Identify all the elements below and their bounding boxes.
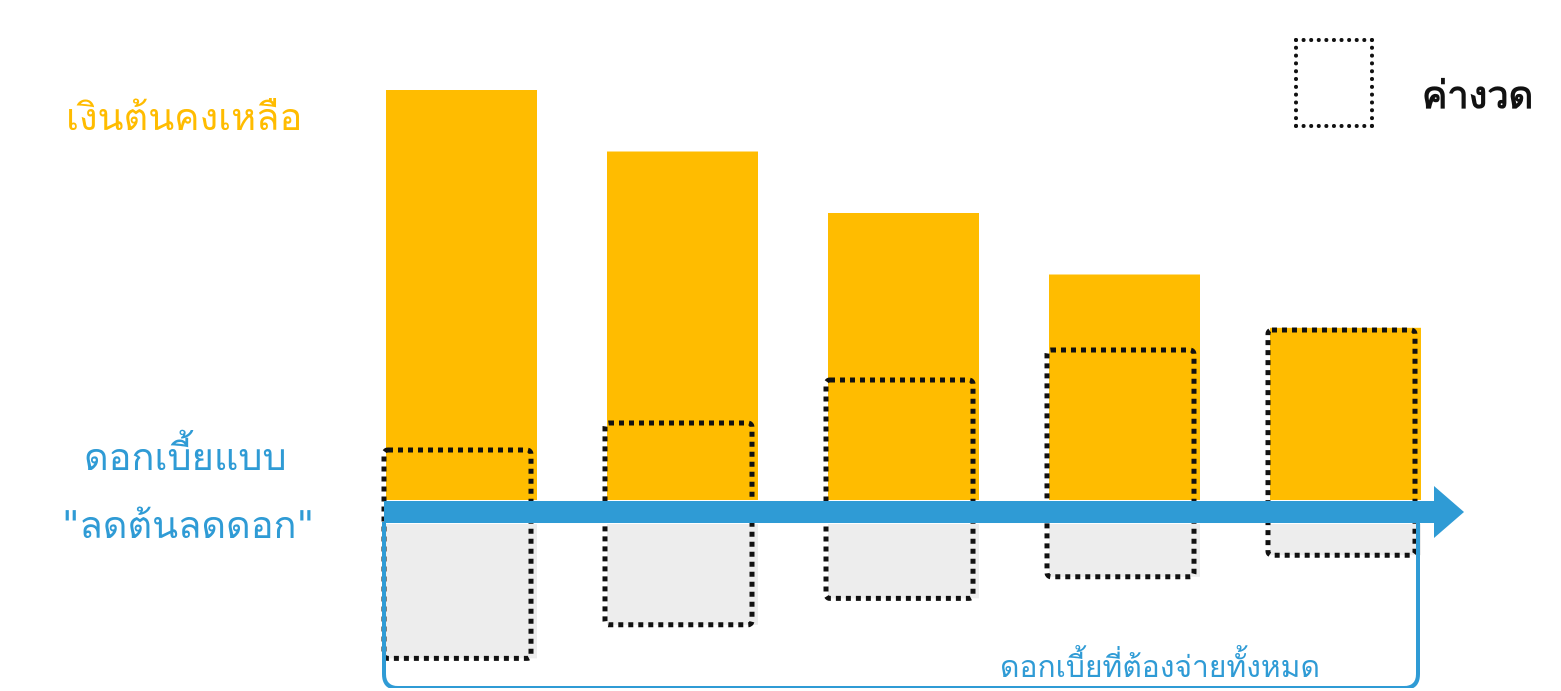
installment-outline-3 xyxy=(823,377,976,601)
interest-bar-5 xyxy=(1270,524,1421,556)
principal-bar-1 xyxy=(386,90,537,500)
interest-bar-3 xyxy=(828,524,979,599)
remaining-principal-label: เงินต้นคงเหลือ xyxy=(66,95,303,139)
total-interest-bracket xyxy=(382,522,1420,688)
time-axis-arrowhead xyxy=(1434,486,1464,538)
principal-bar-2 xyxy=(607,151,758,500)
installment-outline-2 xyxy=(602,420,755,628)
principal-bar-5 xyxy=(1270,327,1421,500)
interest-type-label: ดอกเบี้ยแบบ xyxy=(84,435,287,479)
installment-outline-5 xyxy=(1265,327,1418,558)
principal-bar-4 xyxy=(1049,274,1200,500)
installment-legend-swatch xyxy=(1294,38,1374,128)
principal-bar-3 xyxy=(828,213,979,500)
installment-outline-4 xyxy=(1044,347,1197,580)
interest-bar-2 xyxy=(607,524,758,625)
installment-legend-label: ค่างวด xyxy=(1422,73,1534,117)
interest-bar-1 xyxy=(386,524,537,659)
installment-outline-1 xyxy=(381,447,534,661)
total-interest-label: ดอกเบี้ยที่ต้องจ่ายทั้งหมด xyxy=(1000,650,1320,685)
interest-type-label-quoted: "ลดต้นลดดอก" xyxy=(62,503,315,547)
interest-bar-4 xyxy=(1049,524,1200,577)
